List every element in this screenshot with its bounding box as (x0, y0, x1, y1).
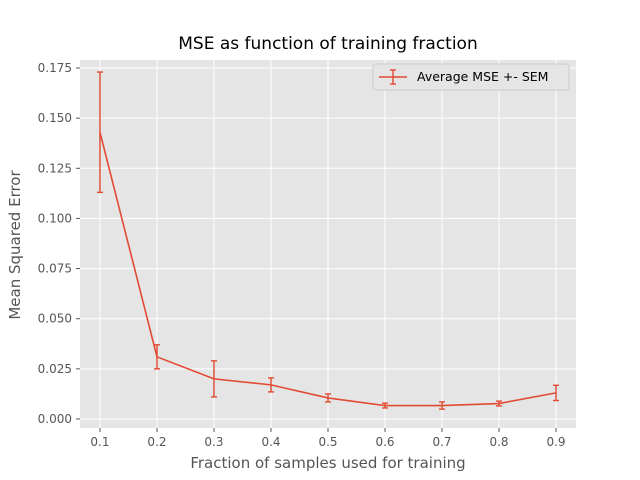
legend-swatch (379, 69, 407, 85)
x-tick-label: 0.6 (375, 435, 394, 449)
y-axis-label: Mean Squared Error (6, 170, 24, 320)
series-layer (96, 71, 560, 410)
y-tick-label: 0.100 (38, 211, 72, 225)
error-bar (553, 384, 560, 402)
y-tick-label: 0.050 (38, 312, 72, 326)
error-bar (496, 400, 503, 407)
y-tick-label: 0.150 (38, 111, 72, 125)
y-axis-ticks: 0.000 0.025 0.050 0.075 0.100 0.125 0.150 0.175 (38, 61, 80, 426)
error-bar (210, 360, 217, 398)
legend: Average MSE +- SEM (372, 63, 570, 91)
y-tick-label: 0.175 (38, 61, 72, 75)
error-bar (325, 393, 331, 403)
x-tick-label: 0.9 (546, 435, 565, 449)
chart-title: MSE as function of training fraction (178, 34, 477, 54)
x-tick-label: 0.2 (147, 435, 166, 449)
error-bar (153, 344, 160, 370)
error-bar (439, 401, 446, 410)
x-tick-label: 0.4 (261, 435, 280, 449)
y-tick-label: 0.025 (38, 362, 72, 376)
x-tick-label: 0.5 (318, 435, 337, 449)
x-tick-label: 0.3 (204, 435, 223, 449)
x-tick-label: 0.8 (489, 435, 508, 449)
error-bar (96, 71, 103, 194)
x-tick-label: 0.1 (90, 435, 109, 449)
y-tick-label: 0.075 (38, 262, 72, 276)
x-axis-label: Fraction of samples used for training (190, 454, 465, 472)
legend-box (372, 63, 570, 91)
error-bar (267, 377, 274, 393)
x-axis-ticks: 0.1 0.2 0.3 0.4 0.5 0.6 0.7 0.8 0.9 (90, 428, 566, 449)
x-tick-label: 0.7 (432, 435, 451, 449)
error-bar (382, 402, 389, 409)
y-tick-label: 0.125 (38, 161, 72, 175)
legend-label: Average MSE +- SEM (417, 69, 548, 84)
y-tick-label: 0.000 (38, 412, 72, 426)
